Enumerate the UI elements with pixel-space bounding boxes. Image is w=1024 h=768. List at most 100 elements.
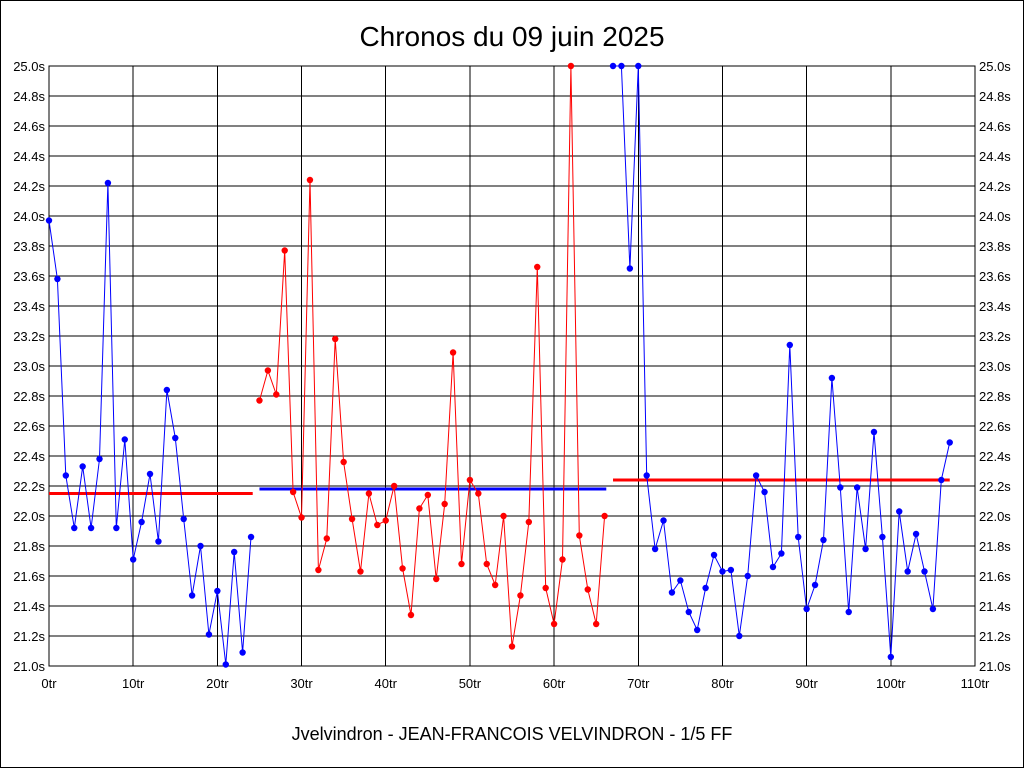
relais-1-point [87, 524, 95, 532]
y-tick-label-right: 22.8s [979, 389, 1011, 404]
relais-3-point [862, 545, 869, 553]
relais-3-point [929, 605, 937, 613]
relais-2-point [534, 263, 541, 271]
relais-3-point [719, 568, 726, 575]
relais-2-point [542, 584, 549, 592]
plot-area-border [48, 65, 976, 667]
relais-3-point [618, 62, 625, 70]
relais-3-point [643, 472, 650, 479]
relais-3-point [660, 517, 667, 524]
relais-3-point [694, 626, 701, 634]
relais-1-point [71, 524, 78, 532]
y-tick-label-left: 23.2s [13, 329, 45, 344]
relais-2-point [508, 643, 516, 650]
relais-3-point [752, 472, 760, 479]
relais-2-point [601, 512, 608, 520]
x-tick-label: 40tr [375, 676, 398, 691]
y-tick-label-right: 22.4s [979, 449, 1011, 464]
relais-3-point [904, 568, 911, 575]
y-tick-label-right: 21.6s [979, 569, 1011, 584]
relais-2-point [340, 458, 347, 466]
relais-2-point [592, 620, 600, 628]
relais-1-point [188, 592, 196, 599]
y-tick-label-left: 24.4s [13, 149, 45, 164]
relais-2-series [256, 62, 608, 650]
y-tick-label-left: 23.4s [13, 299, 45, 314]
y-tick-label-right: 21.8s [979, 539, 1011, 554]
relais-1-line [48, 182, 252, 665]
relais-2-point [407, 611, 415, 619]
x-tick-label: 70tr [627, 676, 650, 691]
y-tick-label-left: 21.6s [13, 569, 45, 584]
relais-3-point [736, 632, 743, 640]
grid [48, 65, 976, 667]
y-tick-label-right: 23.8s [979, 239, 1011, 254]
relais-2-point [550, 620, 558, 628]
relais-1-point [54, 275, 61, 283]
relais-1-point [205, 631, 213, 638]
relais-1-point [172, 434, 179, 442]
y-tick-label-left: 22.6s [13, 419, 45, 434]
relais-2-point [315, 566, 322, 574]
relais-3-point [761, 488, 768, 496]
relais-2-point [424, 491, 432, 499]
relais-2-point [441, 500, 448, 508]
relais-3-point [702, 584, 709, 592]
y-tick-label-right: 25.0s [979, 59, 1011, 74]
relais-3-point [803, 605, 810, 613]
relais-2-point [390, 482, 398, 490]
relais-3-point [946, 439, 953, 446]
relais-3-point [828, 374, 836, 382]
relais-1-point [62, 472, 70, 479]
relais-3-point [912, 530, 920, 538]
relais-1-point [214, 587, 221, 595]
relais-2-point [281, 247, 288, 254]
relais-2-point [449, 349, 457, 356]
y-tick-label-right: 24.2s [979, 179, 1011, 194]
relais-1-point [231, 548, 238, 556]
relais-1-point [138, 518, 145, 526]
relais-2-point [332, 335, 339, 343]
relais-2-point [584, 586, 591, 593]
relais-3-point [626, 265, 634, 272]
relais-2-point [399, 565, 406, 572]
x-tick-label: 30tr [290, 676, 313, 691]
relais-2-point [306, 176, 314, 184]
relais-2-point [374, 521, 381, 529]
relais-3-point [938, 476, 945, 484]
relais-1-point [155, 538, 162, 545]
y-tick-label-right: 22.6s [979, 419, 1011, 434]
y-tick-label-left: 21.4s [13, 599, 45, 614]
relais-3-point [769, 563, 777, 571]
chart-title: Chronos du 09 juin 2025 [359, 21, 664, 52]
series [45, 62, 953, 668]
x-tick-label: 0tr [41, 676, 57, 691]
relais-2-point [567, 62, 575, 70]
x-tick-label: 100tr [876, 676, 906, 691]
relais-1-point [79, 463, 86, 470]
y-tick-label-right: 23.2s [979, 329, 1011, 344]
y-tick-label-left: 21.8s [13, 539, 45, 554]
relais-2-point [458, 560, 465, 568]
relais-2-point [491, 581, 499, 589]
relais-1-point [113, 524, 120, 532]
relais-2-point [289, 488, 297, 496]
relais-1-point [180, 515, 187, 523]
relais-1-point [197, 542, 204, 550]
relais-3-point [870, 428, 878, 436]
relais-2-point [483, 560, 490, 568]
relais-2-point [256, 397, 263, 404]
relais-3-point [727, 566, 735, 574]
relais-2-point [500, 512, 507, 520]
relais-2-line [259, 65, 606, 647]
y-tick-label-left: 24.2s [13, 179, 45, 194]
x-tick-label: 50tr [459, 676, 482, 691]
y-tick-label-right: 21.2s [979, 629, 1011, 644]
relais-1-point [222, 661, 229, 668]
relais-2-point [475, 490, 482, 497]
y-tick-label-left: 21.0s [13, 659, 45, 674]
relais-2-point [273, 391, 280, 398]
relais-3-point [744, 572, 751, 580]
x-tick-label: 20tr [206, 676, 229, 691]
y-tick-label-left: 22.0s [13, 509, 45, 524]
